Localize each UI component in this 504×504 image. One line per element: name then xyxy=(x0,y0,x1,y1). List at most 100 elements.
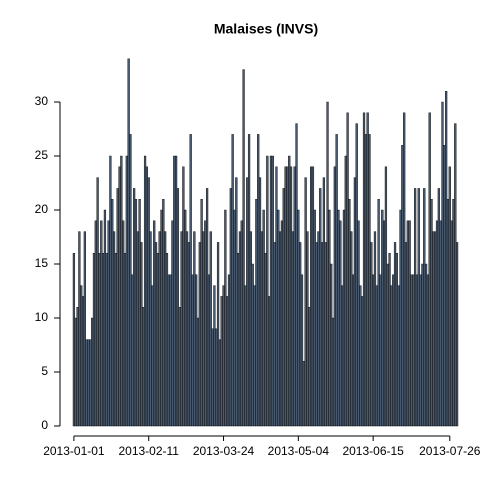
bar xyxy=(76,307,79,427)
bar xyxy=(273,242,276,427)
bar xyxy=(373,231,377,427)
bar xyxy=(112,231,116,427)
bar xyxy=(109,155,112,427)
bar xyxy=(100,220,103,427)
bar xyxy=(87,339,90,427)
bar xyxy=(218,339,221,427)
bar xyxy=(404,242,408,427)
bar xyxy=(384,166,388,427)
bar xyxy=(415,274,419,427)
bar xyxy=(116,188,119,427)
bar xyxy=(182,166,185,427)
bar xyxy=(255,198,258,427)
bar xyxy=(154,242,158,427)
bar xyxy=(202,231,205,427)
bar xyxy=(251,263,254,427)
bar xyxy=(120,155,123,427)
bar xyxy=(233,209,236,427)
bar xyxy=(258,177,262,427)
bar xyxy=(122,220,125,427)
bar xyxy=(178,307,181,427)
bar xyxy=(348,198,351,427)
bar xyxy=(164,231,167,427)
bar xyxy=(288,155,291,427)
bar xyxy=(153,220,156,427)
bar xyxy=(310,166,313,427)
x-tick-label: 2013-06-15 xyxy=(342,444,404,458)
bar xyxy=(399,209,402,427)
bar xyxy=(151,285,154,427)
bar xyxy=(381,209,384,427)
bar xyxy=(129,134,132,427)
bar xyxy=(92,252,96,427)
bar xyxy=(306,231,309,427)
bar xyxy=(275,166,278,427)
bar xyxy=(227,274,231,427)
bar xyxy=(364,134,367,427)
bar xyxy=(244,285,247,427)
bar xyxy=(187,242,190,427)
bar xyxy=(423,188,426,427)
bar xyxy=(417,188,420,427)
bar xyxy=(145,166,149,427)
bar xyxy=(319,188,322,427)
bar xyxy=(297,209,300,427)
bar xyxy=(142,307,145,427)
bar xyxy=(448,166,451,427)
bar xyxy=(107,220,110,427)
bar xyxy=(222,285,225,427)
bar xyxy=(346,112,349,427)
bar xyxy=(317,231,320,427)
bar xyxy=(324,242,327,427)
bar xyxy=(247,134,251,427)
bar xyxy=(205,188,209,427)
bar xyxy=(280,220,284,427)
bar xyxy=(72,252,76,427)
bar xyxy=(89,339,92,427)
bar xyxy=(426,274,430,427)
bar xyxy=(414,188,417,427)
bar xyxy=(300,274,304,427)
bar xyxy=(143,155,147,427)
bar xyxy=(266,155,269,427)
bar xyxy=(246,177,249,427)
bar xyxy=(195,274,198,427)
bar xyxy=(174,155,178,427)
bar xyxy=(315,242,318,427)
bar xyxy=(421,263,424,427)
bar xyxy=(91,317,94,427)
bar xyxy=(419,274,422,427)
bar xyxy=(83,231,86,427)
bar xyxy=(253,285,256,427)
bar xyxy=(351,274,355,427)
bar xyxy=(388,252,391,427)
bar xyxy=(184,209,187,427)
bar xyxy=(439,220,442,427)
bar xyxy=(235,177,238,427)
bar xyxy=(350,231,353,427)
chart-title: Malaises (INVS) xyxy=(214,21,318,37)
bar xyxy=(167,274,170,427)
bar xyxy=(337,209,340,427)
bar xyxy=(326,101,329,427)
bar xyxy=(94,220,97,427)
bar xyxy=(96,177,99,427)
bar xyxy=(302,361,305,427)
bar xyxy=(162,198,165,427)
bar xyxy=(435,220,439,427)
bar xyxy=(397,285,400,427)
y-tick-label: 5 xyxy=(41,364,48,378)
bar xyxy=(123,252,127,427)
bar xyxy=(390,285,393,427)
bar xyxy=(171,220,174,427)
bar xyxy=(240,220,243,427)
bar xyxy=(269,155,273,427)
bar xyxy=(362,112,366,427)
bar xyxy=(169,274,172,427)
bar xyxy=(375,285,378,427)
bar xyxy=(445,90,448,427)
bar xyxy=(395,252,398,427)
y-tick-label: 10 xyxy=(35,310,49,324)
bar xyxy=(224,209,227,427)
